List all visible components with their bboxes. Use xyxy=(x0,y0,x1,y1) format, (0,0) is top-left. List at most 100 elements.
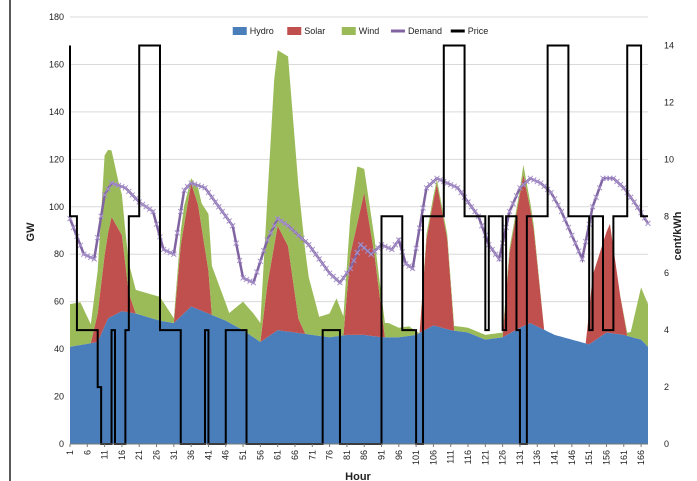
demand-marker xyxy=(139,201,146,208)
demand-marker xyxy=(219,208,226,215)
y2-tick-label: 8 xyxy=(664,211,669,221)
x-tick-label: 86 xyxy=(359,450,369,460)
demand-marker xyxy=(468,203,475,210)
y-tick-label: 160 xyxy=(49,59,64,69)
x-tick-label: 71 xyxy=(307,450,317,460)
y-tick-label: 20 xyxy=(54,392,64,402)
demand-marker xyxy=(212,199,219,205)
area-series xyxy=(70,50,648,444)
y2-tick-label: 10 xyxy=(664,154,674,164)
demand-marker xyxy=(454,184,461,191)
x-tick-label: 116 xyxy=(463,450,473,464)
x-tick-label: 26 xyxy=(152,450,162,460)
demand-marker xyxy=(316,256,323,262)
x-tick-label: 1 xyxy=(65,450,75,455)
y-tick-label: 40 xyxy=(54,344,64,354)
demand-marker xyxy=(447,181,454,188)
demand-marker xyxy=(416,225,423,231)
x-tick-label: 16 xyxy=(117,450,127,460)
demand-marker xyxy=(77,242,84,249)
demand-marker xyxy=(274,215,281,222)
demand-marker xyxy=(254,269,260,275)
x-tick-label: 66 xyxy=(290,450,300,460)
x-tick-label: 166 xyxy=(636,450,646,465)
demand-marker xyxy=(198,183,205,190)
demand-marker xyxy=(278,218,284,224)
y-axis-title: GW xyxy=(25,222,37,242)
demand-marker xyxy=(506,208,513,215)
line-price xyxy=(69,44,648,445)
legend-label-hydro: Hydro xyxy=(250,26,274,36)
legend-label-solar: Solar xyxy=(304,26,325,36)
x-tick-label: 111 xyxy=(446,450,456,464)
x-tick-label: 146 xyxy=(567,450,577,465)
x-tick-label: 46 xyxy=(221,450,231,460)
x-tick-label: 31 xyxy=(169,450,179,460)
x-tick-label: 151 xyxy=(584,450,594,465)
x-tick-label: 51 xyxy=(238,450,248,460)
demand-marker xyxy=(250,279,257,286)
demand-marker xyxy=(264,237,271,243)
demand-marker xyxy=(202,184,208,191)
demand-marker xyxy=(496,256,503,262)
x-tick-label: 96 xyxy=(394,450,404,460)
demand-marker xyxy=(413,245,419,252)
demand-marker xyxy=(409,265,416,272)
demand-marker xyxy=(479,222,485,229)
demand-marker xyxy=(492,251,499,258)
x-tick-label: 141 xyxy=(550,450,560,465)
demand-marker xyxy=(222,213,229,220)
legend-label-price: Price xyxy=(468,26,489,36)
demand-marker xyxy=(513,192,520,199)
demand-marker xyxy=(344,270,350,277)
demand-marker xyxy=(105,186,111,192)
demand-marker xyxy=(458,189,464,196)
demand-marker xyxy=(385,245,392,251)
y2-tick-label: 14 xyxy=(664,40,674,50)
demand-marker xyxy=(575,248,582,254)
y2-tick-labels: 0 2 4 6 8 10 12 14 xyxy=(664,40,674,449)
demand-marker xyxy=(177,208,184,215)
x-tick-label: 101 xyxy=(411,450,421,465)
demand-marker xyxy=(112,181,118,188)
demand-marker xyxy=(226,218,233,224)
demand-marker xyxy=(530,177,537,183)
demand-marker xyxy=(631,199,638,205)
legend-label-wind: Wind xyxy=(359,26,380,36)
y2-tick-label: 12 xyxy=(664,97,674,107)
x-tick-label: 91 xyxy=(376,450,386,460)
demand-marker xyxy=(305,241,312,248)
demand-marker xyxy=(236,257,243,264)
demand-marker xyxy=(527,175,534,182)
legend-swatch-hydro xyxy=(232,27,247,35)
demand-marker xyxy=(340,275,347,281)
demand-marker xyxy=(146,206,153,213)
y-tick-labels: 0 20 40 60 80 100 120 140 160 180 xyxy=(49,12,64,449)
demand-marker xyxy=(243,276,250,283)
y-tick-label: 0 xyxy=(59,439,64,449)
demand-marker xyxy=(164,248,170,254)
x-tick-label: 136 xyxy=(532,450,542,465)
area-wind xyxy=(70,50,648,347)
y-tick-label: 120 xyxy=(49,154,64,164)
demand-marker xyxy=(209,194,215,201)
demand-marker xyxy=(98,213,105,220)
x-tick-label: 21 xyxy=(134,450,144,460)
demand-marker xyxy=(406,263,413,269)
line-series xyxy=(67,44,651,445)
x-tick-label: 76 xyxy=(325,450,335,460)
demand-marker xyxy=(91,256,98,262)
x-tick-label: 81 xyxy=(342,450,352,460)
demand-marker xyxy=(101,192,108,198)
demand-marker xyxy=(319,260,326,267)
demand-marker xyxy=(589,203,596,210)
y2-tick-label: 4 xyxy=(664,325,669,335)
demand-marker xyxy=(337,279,343,286)
demand-marker xyxy=(596,184,603,191)
demand-marker xyxy=(94,234,101,241)
demand-marker xyxy=(389,246,395,253)
area-solar xyxy=(70,174,648,347)
x-tick-label: 121 xyxy=(480,450,490,465)
